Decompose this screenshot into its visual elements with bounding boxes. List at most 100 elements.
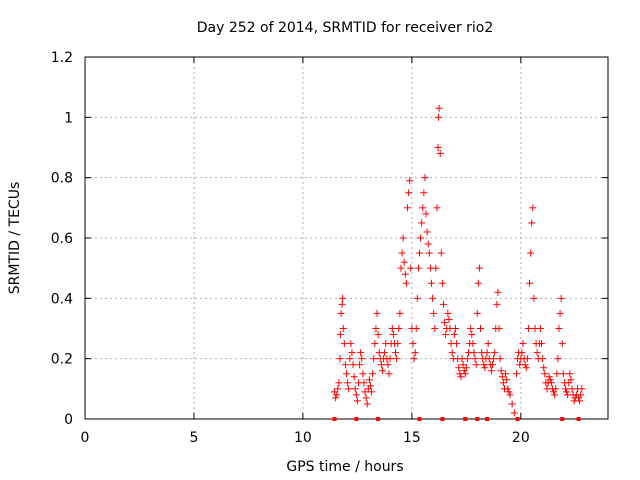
zero-marker <box>576 417 581 421</box>
y-tick-label: 0 <box>64 412 73 428</box>
zero-marker <box>440 417 445 421</box>
data-point <box>347 340 355 348</box>
data-point <box>400 258 408 266</box>
data-point <box>385 370 393 378</box>
data-point <box>435 104 443 112</box>
data-point <box>554 355 562 363</box>
data-point <box>506 391 514 399</box>
data-point <box>475 264 483 272</box>
data-point <box>457 373 465 381</box>
data-point <box>577 391 585 399</box>
x-tick-label: 5 <box>189 430 198 446</box>
data-point <box>370 355 378 363</box>
data-point <box>445 315 453 323</box>
data-point <box>402 279 410 287</box>
x-axis-label: GPS time / hours <box>286 459 403 475</box>
data-point <box>497 367 505 375</box>
data-point <box>444 309 452 317</box>
data-point <box>414 264 422 272</box>
data-point <box>336 355 344 363</box>
data-point <box>494 288 502 296</box>
data-point <box>563 388 571 396</box>
data-point <box>358 355 366 363</box>
y-tick-label: 0.2 <box>51 352 73 368</box>
data-point <box>519 340 527 348</box>
data-point <box>349 361 357 369</box>
data-point <box>363 400 371 408</box>
data-point <box>491 349 499 357</box>
data-point <box>332 394 340 402</box>
data-point <box>559 370 567 378</box>
data-point <box>398 249 406 257</box>
data-point <box>338 300 346 308</box>
data-point <box>351 385 359 393</box>
data-point <box>396 309 404 317</box>
data-point <box>409 340 417 348</box>
data-point <box>499 379 507 387</box>
data-point <box>487 367 495 375</box>
data-point <box>505 388 513 396</box>
y-axis-label: SRMTID / TECUs <box>7 182 23 295</box>
data-point <box>339 294 347 302</box>
data-point <box>536 325 544 332</box>
data-point <box>412 325 420 332</box>
data-point <box>468 331 476 339</box>
data-point <box>437 249 445 257</box>
data-point <box>526 279 534 287</box>
data-point <box>541 370 549 378</box>
data-point <box>339 325 347 332</box>
data-point <box>461 370 469 378</box>
zero-marker <box>560 417 565 421</box>
data-point <box>551 391 559 399</box>
data-point <box>523 355 531 363</box>
data-point <box>504 385 512 393</box>
data-point <box>503 376 511 384</box>
data-point <box>498 373 506 381</box>
data-point <box>369 370 377 378</box>
data-point <box>578 385 586 393</box>
data-point <box>528 219 536 227</box>
data-point <box>522 364 530 372</box>
data-point <box>553 370 561 378</box>
data-point <box>421 174 429 182</box>
data-point <box>333 391 341 399</box>
data-point <box>353 397 361 405</box>
data-point <box>438 279 446 287</box>
data-point <box>343 370 350 378</box>
data-point <box>425 249 433 257</box>
data-point <box>453 340 461 348</box>
data-point <box>357 349 365 357</box>
data-point <box>429 294 437 302</box>
data-point <box>552 385 560 393</box>
data-point <box>372 325 380 332</box>
data-point <box>371 340 379 348</box>
data-point <box>350 373 358 381</box>
data-point <box>533 349 541 357</box>
data-point <box>524 325 532 332</box>
data-point <box>397 264 405 272</box>
data-point <box>388 325 396 332</box>
data-point <box>389 331 397 339</box>
data-point <box>472 361 480 369</box>
data-point <box>576 397 584 405</box>
data-point <box>448 349 456 357</box>
x-tick-label: 0 <box>81 430 90 446</box>
data-point <box>366 382 374 390</box>
data-point <box>529 204 537 212</box>
data-point <box>470 349 478 357</box>
data-point <box>399 234 407 242</box>
data-point <box>374 331 382 339</box>
data-point <box>539 355 547 363</box>
data-point <box>546 376 554 384</box>
data-point <box>405 189 413 197</box>
data-point <box>432 264 440 272</box>
data-point <box>378 367 386 375</box>
y-tick-label: 0.8 <box>51 171 73 187</box>
data-point <box>384 361 392 369</box>
data-point <box>420 189 428 197</box>
y-tick-label: 0.4 <box>51 291 73 307</box>
data-point <box>558 340 566 348</box>
data-point <box>410 355 418 363</box>
data-point <box>336 331 344 339</box>
data-point <box>377 361 385 369</box>
